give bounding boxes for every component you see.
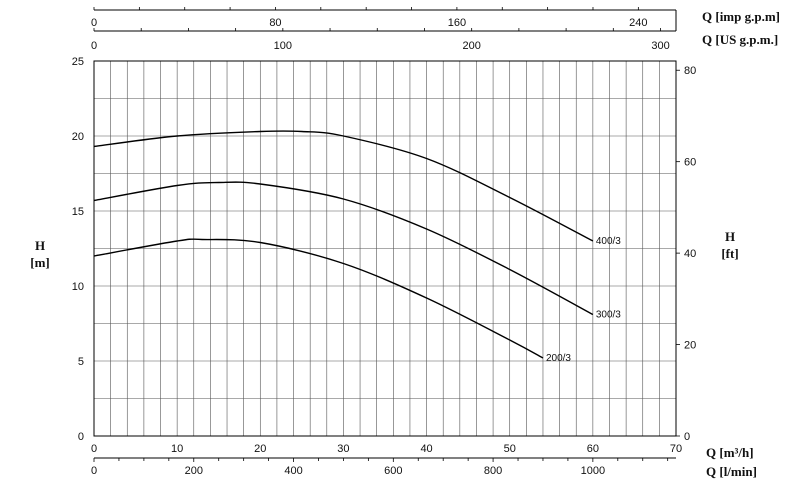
curve-300-3: [93, 181, 594, 316]
tick-label-us-gpm: 100: [274, 40, 292, 52]
tick-label-m3h: 50: [504, 443, 516, 455]
axis-title-m3h: Q [m³/h]: [706, 445, 754, 460]
tick-label-lmin: 1000: [581, 465, 605, 477]
tick-label-lmin: 400: [284, 465, 302, 477]
tick-label-m3h: 40: [420, 443, 432, 455]
axis-title-lmin: Q [l/min]: [706, 464, 757, 479]
tick-label-us-gpm: 0: [91, 40, 97, 52]
tick-label-imp-gpm: 80: [269, 17, 281, 29]
axis-title-h-ft-line1: H: [725, 229, 735, 244]
axis-title-imp-gpm: Q [imp g.p.m]: [702, 9, 780, 24]
tick-label-lmin: 600: [384, 465, 402, 477]
tick-label-us-gpm: 300: [651, 40, 669, 52]
plot-frame: [93, 60, 677, 437]
tick-label-h-m: 15: [72, 206, 84, 218]
tick-label-lmin: 0: [91, 465, 97, 477]
axis-title-us-gpm: Q [US g.p.m.]: [702, 32, 778, 47]
tick-label-h-m: 20: [72, 131, 84, 143]
tick-label-m3h: 0: [91, 443, 97, 455]
tick-label-h-ft: 60: [684, 157, 696, 169]
tick-label-m3h: 70: [670, 443, 682, 455]
curve-label-200-3: 200/3: [546, 353, 571, 364]
tick-label-imp-gpm: 0: [91, 17, 97, 29]
tick-label-h-m: 10: [72, 281, 84, 293]
curve-label-400-3: 400/3: [596, 236, 621, 247]
tick-label-h-m: 0: [78, 431, 84, 443]
curve-200-3: [93, 238, 544, 359]
tick-label-m3h: 60: [587, 443, 599, 455]
tick-label-h-ft: 20: [684, 340, 696, 352]
tick-label-imp-gpm: 160: [448, 17, 466, 29]
curve-label-300-3: 300/3: [596, 310, 621, 321]
tick-label-h-ft: 80: [684, 65, 696, 77]
grid: [93, 60, 677, 437]
tick-label-m3h: 10: [171, 443, 183, 455]
tick-label-m3h: 20: [254, 443, 266, 455]
tick-label-h-m: 5: [78, 356, 84, 368]
tick-label-h-ft: 40: [684, 248, 696, 260]
tick-label-h-ft: 0: [684, 431, 690, 443]
tick-label-h-m: 25: [72, 56, 84, 68]
tick-label-lmin: 800: [484, 465, 502, 477]
axis-title-h-m-line2: [m]: [30, 255, 50, 270]
axis-title-h-ft-line2: [ft]: [721, 246, 738, 261]
curve-400-3: [93, 130, 594, 242]
tick-label-m3h: 30: [337, 443, 349, 455]
axis-title-h-m-line1: H: [35, 238, 45, 253]
tick-label-lmin: 200: [185, 465, 203, 477]
curves: [93, 130, 594, 359]
tick-label-us-gpm: 200: [462, 40, 480, 52]
axes: [93, 7, 680, 462]
tick-label-imp-gpm: 240: [629, 17, 647, 29]
